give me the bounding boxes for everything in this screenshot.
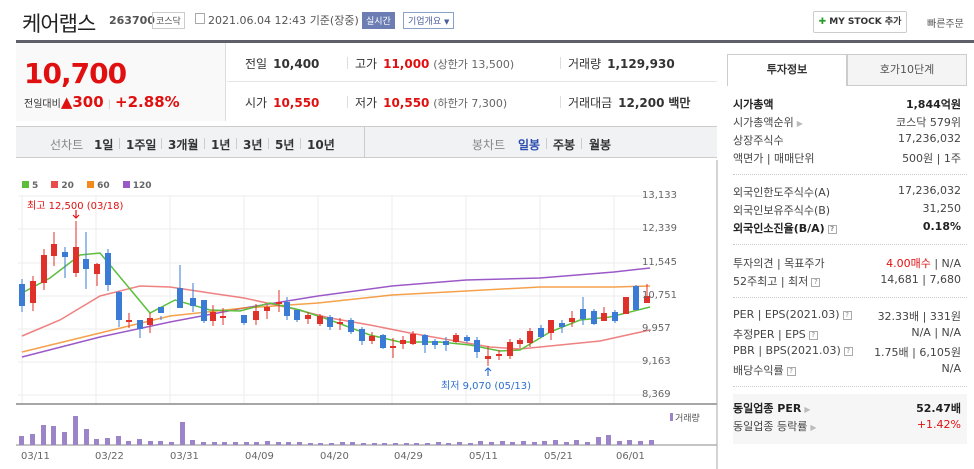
y-tick: 12,339 [642, 223, 677, 234]
line-chart-label: 선차트 [50, 138, 84, 152]
industry-per-link[interactable]: 동일업종 PER ▶ 52.47배 [733, 402, 961, 415]
x-tick: 03/31 [170, 451, 199, 462]
period-3m[interactable]: 3개월 [168, 138, 199, 152]
header-divider [16, 40, 974, 43]
y-tick: 11,545 [642, 257, 677, 268]
add-my-stock-button[interactable]: ✚ MY STOCK 추가 [813, 11, 907, 33]
x-tick: 04/09 [245, 451, 274, 462]
low-marker-arrow [484, 367, 492, 376]
calendar-clock-icon [195, 13, 205, 24]
market-cap-rank-link[interactable]: 시가총액순위 ▶ 코스닥 579위 [733, 116, 961, 129]
period-1w[interactable]: 1주일 [126, 138, 157, 152]
plus-icon: ✚ [818, 17, 827, 27]
tab-investment-info[interactable]: 투자정보 [727, 54, 847, 86]
x-tick: 05/11 [469, 451, 498, 462]
up-triangle-icon: ▲ [60, 93, 73, 111]
help-icon[interactable]: ? [811, 278, 821, 287]
candle-daily[interactable]: 일봉 [518, 138, 541, 152]
candle-chart-label: 봉차트 [472, 138, 506, 152]
period-10y[interactable]: 10년 [307, 138, 335, 152]
triangle-right-icon: ▶ [810, 423, 817, 432]
help-icon[interactable]: ? [808, 331, 818, 340]
x-tick: 04/20 [320, 451, 349, 462]
stock-code: 263700 [109, 14, 155, 27]
x-tick: 03/11 [21, 451, 50, 462]
candle-weekly[interactable]: 주봉 [553, 138, 576, 152]
x-tick: 04/29 [394, 451, 423, 462]
timestamp: 2021.06.04 12:43 기준(장중) [208, 14, 359, 27]
help-icon[interactable]: ? [786, 367, 796, 376]
chart-legend: 5 20 60 120 [22, 181, 162, 191]
candle-monthly[interactable]: 월봉 [589, 138, 612, 152]
low-annotation: 최저 9,070 (05/13) [441, 381, 532, 392]
industry-change-link[interactable]: 동일업종 등락률 ▶ +1.42% [733, 418, 961, 433]
price-stats: 전일 10,400 고가 11,000 (상한가 13,500) 거래량 1,129,… [227, 43, 717, 121]
y-tick: 8,369 [642, 389, 671, 400]
realtime-button[interactable]: 실시간 [362, 12, 395, 29]
triangle-right-icon: ▶ [796, 119, 803, 128]
y-tick: 13,133 [642, 190, 677, 201]
company-name: 케어랩스 [22, 12, 96, 36]
x-tick: 03/22 [95, 451, 124, 462]
period-3y[interactable]: 3년 [243, 138, 263, 152]
current-price-box: 10,700 전일대비▲300 | +2.88% [16, 43, 226, 121]
market-badge: 코스닥 [152, 12, 185, 29]
chevron-down-icon: ▼ [444, 18, 450, 26]
period-1d[interactable]: 1일 [94, 138, 114, 152]
period-5y[interactable]: 5년 [275, 138, 295, 152]
x-tick: 06/01 [616, 451, 645, 462]
company-info-dropdown[interactable]: 기업개요 ▼ [403, 12, 455, 29]
y-tick: 10,751 [642, 290, 677, 301]
candlestick-chart [16, 160, 718, 469]
y-tick: 9,957 [642, 323, 671, 334]
quick-order-button[interactable]: 빠른주문 [927, 19, 964, 30]
help-icon[interactable]: ? [843, 347, 853, 356]
high-marker-arrow [72, 210, 80, 219]
chart-toolbar: 선차트 1일 1주일 3개월 1년 3년 5년 10년 봉차트 일봉 주봉 월봉 [16, 126, 717, 158]
high-annotation: 최고 12,500 (03/18) [27, 201, 124, 212]
industry-box [733, 394, 967, 444]
stock-header: 케어랩스 263700 코스닥 2021.06.04 12:43 기준(장중) … [0, 0, 974, 40]
volume-legend: 거래량 [670, 411, 700, 424]
period-1y[interactable]: 1년 [211, 138, 231, 152]
investment-info-panel: 투자정보 호가10단계 시가총액 1,844억원 시가총액순위 ▶ 코스닥 579위 … [727, 54, 974, 469]
current-price: 10,700 [24, 57, 127, 90]
help-icon[interactable]: ? [842, 311, 852, 320]
y-tick: 9,163 [642, 356, 671, 367]
x-tick: 05/21 [544, 451, 573, 462]
triangle-right-icon: ▶ [804, 405, 811, 414]
tab-orderbook-10[interactable]: 호가10단계 [847, 54, 967, 86]
price-change: 전일대비▲300 | +2.88% [24, 93, 180, 111]
help-icon[interactable]: ? [827, 225, 837, 234]
